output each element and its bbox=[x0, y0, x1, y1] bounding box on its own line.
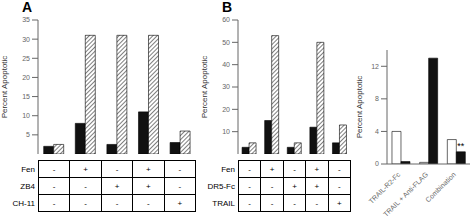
svg-text:10: 10 bbox=[22, 112, 30, 119]
html-text:DR5-Fc: DR5-Fc bbox=[207, 181, 235, 191]
html-text:CH-11: CH-11 bbox=[12, 198, 35, 208]
svg-text:12: 12 bbox=[371, 63, 379, 70]
svg-text:60: 60 bbox=[222, 16, 230, 23]
svg-text:15: 15 bbox=[22, 93, 30, 100]
html-text:ZB4: ZB4 bbox=[20, 181, 35, 191]
svg-text:TRAIL + Anti-FLAG: TRAIL + Anti-FLAG bbox=[382, 171, 429, 216]
svg-text:Percent Apoptotic: Percent Apoptotic bbox=[200, 56, 209, 119]
html-text:Fen: Fen bbox=[221, 164, 235, 174]
svg-text:25: 25 bbox=[22, 55, 30, 62]
svg-text:0: 0 bbox=[375, 160, 379, 167]
svg-text:TRAIL-R2-Fc: TRAIL-R2-Fc bbox=[367, 170, 402, 205]
html-text:A: A bbox=[22, 0, 33, 15]
svg-text:Combination: Combination bbox=[424, 171, 457, 204]
svg-text:4: 4 bbox=[375, 128, 379, 135]
svg-text:35: 35 bbox=[22, 16, 30, 23]
svg-text:10: 10 bbox=[222, 128, 230, 135]
html-text:Fen: Fen bbox=[21, 164, 35, 174]
svg-text:**: ** bbox=[457, 141, 465, 151]
html-text:TRAIL: TRAIL bbox=[212, 198, 235, 208]
svg-text:Percent Apoptotic: Percent Apoptotic bbox=[8, 56, 9, 119]
svg-text:8: 8 bbox=[375, 95, 379, 102]
svg-text:30: 30 bbox=[22, 36, 30, 43]
svg-text:40: 40 bbox=[222, 61, 230, 68]
svg-text:Percent Apoptotic: Percent Apoptotic bbox=[355, 76, 364, 139]
svg-text:20: 20 bbox=[22, 74, 30, 81]
svg-text:20: 20 bbox=[222, 106, 230, 113]
svg-text:5: 5 bbox=[26, 131, 30, 138]
html-text:B: B bbox=[222, 0, 233, 15]
svg-text:50: 50 bbox=[222, 39, 230, 46]
svg-text:30: 30 bbox=[222, 83, 230, 90]
